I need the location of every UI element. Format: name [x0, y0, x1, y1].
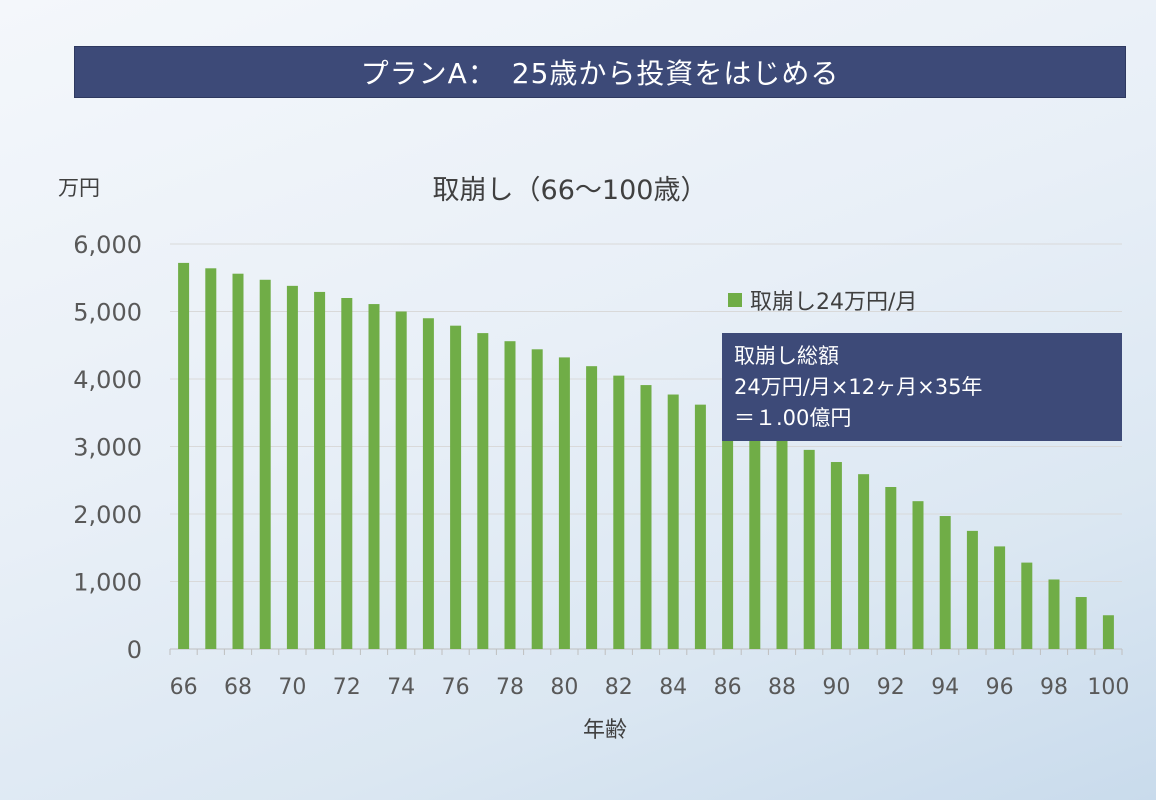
y-tick-label: 2,000	[73, 501, 142, 529]
x-tick-label: 66	[170, 675, 198, 700]
annotation-line-2: 24万円/月×12ヶ月×35年	[734, 375, 983, 399]
y-tick-label: 1,000	[73, 569, 142, 597]
bar	[667, 394, 679, 649]
x-tick-label: 78	[496, 675, 524, 700]
legend-swatch	[728, 293, 742, 307]
slide-title: プランA： 25歳から投資をはじめる	[360, 57, 840, 90]
x-tick-label: 86	[714, 675, 742, 700]
x-tick-label: 72	[333, 675, 361, 700]
y-tick-label: 4,000	[73, 366, 142, 394]
x-tick-label: 92	[877, 675, 905, 700]
bar	[178, 262, 190, 649]
slide-title-banner: プランA： 25歳から投資をはじめる	[74, 46, 1126, 98]
bar	[1102, 615, 1114, 649]
x-axis-label: 年齢	[582, 718, 627, 743]
bar	[314, 291, 326, 649]
x-tick-label: 84	[659, 675, 687, 700]
annotation-line-1: 取崩し総額	[734, 344, 839, 368]
bar	[749, 429, 761, 649]
x-tick-label: 90	[822, 675, 850, 700]
legend: 取崩し24万円/月	[728, 284, 917, 316]
bar	[640, 385, 652, 649]
legend-label: 取崩し24万円/月	[750, 290, 918, 315]
y-axis-unit: 万円	[58, 176, 100, 200]
bar	[531, 349, 543, 649]
bar	[613, 375, 625, 649]
bar	[368, 304, 380, 649]
bar	[504, 341, 516, 649]
bar	[450, 325, 462, 649]
x-tick-label: 74	[387, 675, 415, 700]
bar	[1021, 562, 1033, 649]
bar	[586, 366, 598, 649]
x-tick-label: 68	[224, 675, 252, 700]
x-tick-label: 76	[442, 675, 470, 700]
bar	[395, 311, 407, 649]
bar	[341, 298, 353, 649]
annotation-box: 取崩し総額 24万円/月×12ヶ月×35年 ＝１.00億円	[722, 333, 1122, 441]
annotation-line-3: ＝１.00億円	[734, 406, 852, 430]
x-tick-label: 96	[986, 675, 1014, 700]
bar	[422, 318, 434, 649]
bar	[694, 404, 706, 649]
x-tick-label: 80	[550, 675, 578, 700]
bar	[558, 357, 570, 649]
bar	[966, 530, 978, 649]
y-tick-label: 3,000	[73, 434, 142, 462]
x-tick-label: 82	[605, 675, 633, 700]
bar	[803, 449, 815, 649]
bar	[776, 436, 788, 649]
bar	[912, 501, 924, 649]
bar	[994, 546, 1006, 649]
x-tick-label: 100	[1087, 675, 1129, 700]
y-tick-label: 0	[127, 636, 142, 664]
y-tick-label: 5,000	[73, 299, 142, 327]
x-tick-label: 88	[768, 675, 796, 700]
bar	[939, 516, 951, 649]
x-tick-label: 94	[931, 675, 959, 700]
bar	[205, 268, 217, 649]
bar	[232, 273, 244, 649]
chart-title: 取崩し（66〜100歳）	[432, 175, 708, 206]
bar	[1048, 579, 1060, 649]
bar	[858, 474, 870, 649]
x-tick-label: 70	[278, 675, 306, 700]
bar	[259, 279, 271, 649]
bar	[885, 487, 897, 649]
y-tick-label: 6,000	[73, 231, 142, 259]
x-tick-label: 98	[1040, 675, 1068, 700]
bar	[722, 416, 734, 649]
bar	[286, 285, 298, 649]
bar	[830, 462, 842, 649]
bar	[1075, 597, 1087, 649]
bar	[477, 333, 489, 649]
